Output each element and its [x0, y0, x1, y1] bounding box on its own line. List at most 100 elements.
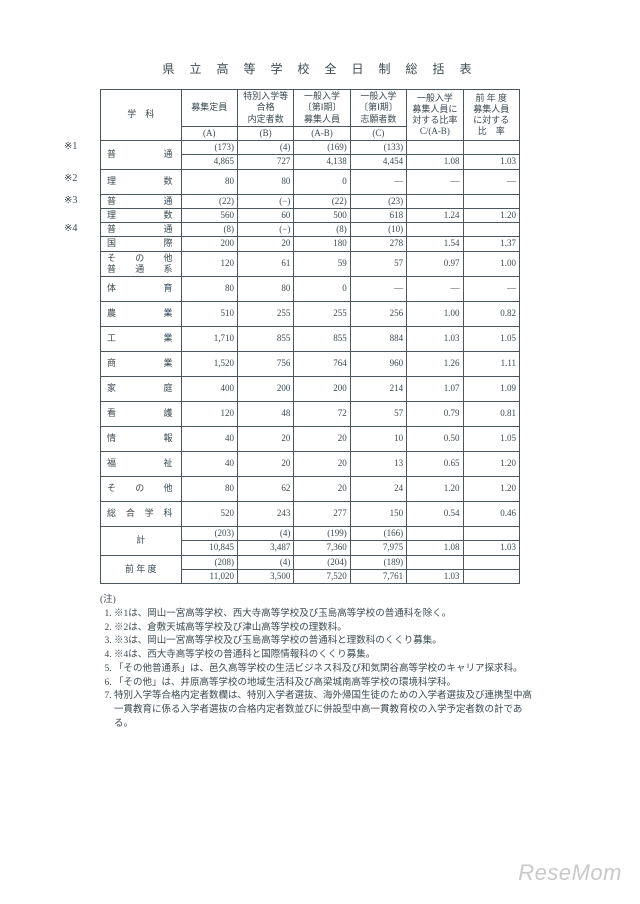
- cell: 0.46: [463, 502, 519, 527]
- cell: 0.50: [407, 427, 463, 452]
- notes-heading: (注): [100, 594, 540, 608]
- cell: 1.00: [463, 251, 519, 277]
- cell-paren: [463, 141, 519, 155]
- cell: 1.20: [407, 477, 463, 502]
- cell-paren: [463, 555, 519, 569]
- cell: 1.20: [463, 477, 519, 502]
- table-row: 家 庭4002002002141.071.09: [101, 377, 520, 402]
- cell-paren: (4): [237, 141, 293, 155]
- table-row: 理 数80800———: [101, 169, 520, 194]
- th-dept: 学 科: [101, 90, 182, 141]
- cell-paren: (208): [181, 555, 237, 569]
- cell: 1.11: [463, 352, 519, 377]
- cell: 764: [294, 352, 350, 377]
- table-row: 総合学科5202432771500.540.46: [101, 502, 520, 527]
- cell: 520: [181, 502, 237, 527]
- cell: 40: [181, 452, 237, 477]
- cell: 120: [181, 251, 237, 277]
- cell: 1.07: [407, 377, 463, 402]
- cell-paren: (10): [350, 223, 406, 237]
- cell: 80: [237, 169, 293, 194]
- note-item: 「その他普通系」は、邑久高等学校の生活ビジネス科及び和気閑谷高等学校のキャリア探…: [114, 663, 540, 677]
- cell: 200: [294, 377, 350, 402]
- cell: 1.26: [407, 352, 463, 377]
- cell: 243: [237, 502, 293, 527]
- th-ratio: 一般入学 募集人員に 対する比率 C/(A-B): [407, 90, 463, 141]
- cell-paren: (204): [294, 555, 350, 569]
- dept-cell: 前 年 度: [101, 555, 182, 584]
- cell: 48: [237, 402, 293, 427]
- cell: 150: [350, 502, 406, 527]
- cell: —: [463, 169, 519, 194]
- cell-paren: (4): [237, 555, 293, 569]
- cell: 0.54: [407, 502, 463, 527]
- row-mark: ※3: [64, 195, 77, 206]
- note-item: ※1は、岡山一宮高等学校、西大寺高等学校及び玉島高等学校の普通科を除く。: [114, 608, 540, 622]
- notes-block: (注) ※1は、岡山一宮高等学校、西大寺高等学校及び玉島高等学校の普通科を除く。…: [100, 594, 540, 732]
- table-row: 農 業5102552552561.000.82: [101, 302, 520, 327]
- table-wrap: 学 科 募集定員 特別入学等 合格 内定者数 一般入学 〔第Ⅰ期〕 募集人員 一…: [100, 89, 540, 584]
- cell: 11,020: [181, 569, 237, 583]
- table-row: その他806220241.201.20: [101, 477, 520, 502]
- cell: 1.05: [463, 427, 519, 452]
- cell: 1.00: [407, 302, 463, 327]
- cell: 7,975: [350, 541, 406, 555]
- th-g1c: 一般入学 〔第Ⅰ期〕 募集人員: [294, 90, 350, 127]
- row-mark: ※2: [64, 173, 77, 184]
- table-row: 工 業1,7108558558841.031.05: [101, 327, 520, 352]
- table-row-paren: 普 通(173)(4)(169)(133): [101, 141, 520, 155]
- cell: 884: [350, 327, 406, 352]
- cell: 40: [181, 427, 237, 452]
- cell: 20: [294, 427, 350, 452]
- table-row: 福 祉402020130.651.20: [101, 452, 520, 477]
- dept-cell: 理 数: [101, 208, 182, 222]
- dept-cell: 商 業: [101, 352, 182, 377]
- cell: 1.05: [463, 327, 519, 352]
- table-row-paren: 計(203)(4)(199)(166): [101, 527, 520, 541]
- page-title: 県 立 高 等 学 校 全 日 制 総 括 表: [100, 60, 540, 77]
- cell: 756: [237, 352, 293, 377]
- cell-paren: (−): [237, 223, 293, 237]
- table-row: 体 育80800———: [101, 277, 520, 302]
- notes-list: ※1は、岡山一宮高等学校、西大寺高等学校及び玉島高等学校の普通科を除く。※2は、…: [100, 608, 540, 732]
- cell: 1,710: [181, 327, 237, 352]
- cell: 200: [237, 377, 293, 402]
- th-spec-sub: (B): [237, 126, 293, 140]
- cell-paren: [407, 223, 463, 237]
- dept-cell: 計: [101, 527, 182, 556]
- cell-paren: (199): [294, 527, 350, 541]
- cell: —: [350, 277, 406, 302]
- table-row: 理 数560605006181.241.20: [101, 208, 520, 222]
- th-prev: 前 年 度 募集人員 に対する 比 率: [463, 90, 519, 141]
- cell: 855: [294, 327, 350, 352]
- cell: —: [407, 277, 463, 302]
- cell: 4,454: [350, 155, 406, 169]
- cell: 61: [237, 251, 293, 277]
- table-row: 情 報402020100.501.05: [101, 427, 520, 452]
- cell: 0.97: [407, 251, 463, 277]
- cell-paren: (169): [294, 141, 350, 155]
- cell: 277: [294, 502, 350, 527]
- dept-cell: 家 庭: [101, 377, 182, 402]
- cell: 20: [294, 477, 350, 502]
- cell: 4,138: [294, 155, 350, 169]
- cell: 214: [350, 377, 406, 402]
- dept-cell: 情 報: [101, 427, 182, 452]
- cell: 57: [350, 251, 406, 277]
- cell: 1.37: [463, 237, 519, 251]
- dept-cell: 国 際: [101, 237, 182, 251]
- table-row: 商 業1,5207567649601.261.11: [101, 352, 520, 377]
- dept-cell: 体 育: [101, 277, 182, 302]
- cell-paren: (−): [237, 194, 293, 208]
- cell: 80: [181, 477, 237, 502]
- cell-paren: (189): [350, 555, 406, 569]
- cell: 3,500: [237, 569, 293, 583]
- cell-paren: [407, 141, 463, 155]
- dept-cell: その他: [101, 477, 182, 502]
- cell: 10: [350, 427, 406, 452]
- cell: 62: [237, 477, 293, 502]
- cell: 560: [181, 208, 237, 222]
- table-row: 看 護1204872570.790.81: [101, 402, 520, 427]
- cell: 4,865: [181, 155, 237, 169]
- cell-paren: (133): [350, 141, 406, 155]
